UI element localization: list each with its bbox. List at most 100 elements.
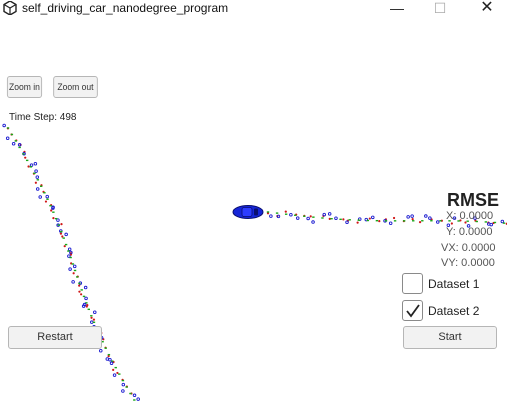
radar-marker: [29, 163, 34, 167]
radar-marker: [93, 310, 97, 315]
radar-marker: [82, 302, 87, 307]
time-step-label: Time Step: 498: [9, 112, 77, 123]
dataset-2-checkbox[interactable]: [402, 300, 423, 321]
radar-marker: [311, 220, 315, 224]
radar-marker: [67, 247, 72, 252]
radar-marker: [424, 214, 428, 218]
radar-marker: [84, 296, 88, 301]
rmse-vy: VY: 0.0000: [441, 257, 495, 269]
radar-marker: [473, 216, 477, 220]
dataset-1-checkbox[interactable]: [402, 273, 423, 294]
trajectory-markers: [2, 123, 507, 401]
window-title: self_driving_car_nanodegree_program: [22, 1, 229, 15]
radar-marker: [99, 349, 103, 353]
lidar-marker: [356, 221, 359, 224]
radar-marker: [83, 285, 88, 290]
rmse-x: X: 0.0000: [446, 210, 494, 222]
radar-marker: [68, 267, 72, 271]
radar-marker: [51, 206, 55, 210]
radar-marker: [446, 223, 451, 228]
lidar-marker: [309, 215, 312, 218]
radar-marker: [35, 187, 40, 191]
lidar-marker: [284, 210, 287, 213]
lidar-marker: [378, 219, 381, 223]
radar-marker: [406, 215, 410, 219]
lidar-marker: [112, 368, 115, 372]
restart-button[interactable]: Restart: [8, 326, 102, 349]
radar-marker: [45, 194, 49, 199]
title-bar: self_driving_car_nanodegree_program — ☐ …: [0, 0, 507, 18]
radar-marker: [466, 224, 471, 228]
lidar-marker: [90, 316, 93, 319]
radar-marker: [34, 169, 38, 173]
lidar-marker: [392, 216, 396, 220]
lidar-marker: [78, 290, 81, 293]
radar-marker: [500, 219, 505, 224]
lidar-marker: [69, 253, 73, 256]
lidar-marker: [59, 232, 63, 235]
radar-marker: [35, 175, 40, 179]
radar-marker: [322, 212, 326, 217]
radar-marker: [295, 216, 300, 220]
radar-marker: [5, 136, 10, 141]
lidar-marker: [50, 209, 53, 212]
lidar-marker: [411, 218, 414, 221]
radar-marker: [371, 215, 375, 220]
lidar-marker: [34, 181, 37, 184]
lidar-marker: [328, 217, 331, 220]
radar-marker: [56, 218, 60, 222]
radar-marker: [67, 254, 71, 258]
radar-marker: [452, 216, 457, 220]
radar-marker: [71, 280, 75, 284]
lidar-marker: [60, 222, 63, 226]
radar-marker: [327, 212, 332, 216]
radar-marker: [90, 320, 94, 324]
checkmark-icon: [406, 304, 420, 318]
radar-marker: [64, 232, 68, 237]
lidar-marker: [92, 318, 96, 321]
lidar-marker: [107, 354, 110, 358]
radar-marker: [269, 214, 273, 218]
zoom-in-button[interactable]: Zoom in: [6, 76, 43, 98]
lidar-marker: [72, 272, 75, 275]
lidar-marker: [61, 235, 64, 238]
radar-marker: [109, 361, 114, 366]
radar-marker: [364, 217, 369, 222]
radar-marker: [345, 220, 349, 224]
lidar-marker: [342, 218, 345, 221]
lidar-marker: [63, 245, 66, 248]
lidar-marker: [44, 200, 48, 203]
minimize-button[interactable]: —: [390, 0, 404, 16]
lidar-marker: [450, 222, 453, 225]
zoom-out-button[interactable]: Zoom out: [53, 76, 98, 98]
radar-marker: [108, 357, 112, 362]
start-button[interactable]: Start: [403, 326, 497, 349]
radar-marker: [121, 389, 125, 393]
radar-marker: [289, 213, 293, 217]
radar-marker: [2, 123, 6, 128]
radar-marker: [136, 397, 140, 401]
close-button[interactable]: ✕: [480, 0, 494, 16]
dataset-2-label: Dataset 2: [428, 304, 480, 318]
radar-marker: [388, 221, 393, 226]
radar-marker: [17, 143, 22, 147]
radar-marker: [410, 214, 414, 218]
lidar-marker: [464, 221, 467, 224]
radar-marker: [334, 216, 338, 220]
lidar-marker: [52, 217, 55, 220]
radar-marker: [33, 161, 38, 166]
radar-marker: [306, 216, 310, 221]
radar-marker: [276, 214, 281, 219]
radar-marker: [11, 142, 16, 146]
lidar-marker: [80, 293, 83, 296]
lidar-marker: [418, 221, 422, 224]
radar-marker: [132, 393, 137, 398]
radar-marker: [436, 220, 440, 224]
radar-marker: [38, 195, 42, 199]
rmse-vx: VX: 0.0000: [441, 242, 496, 254]
lidar-marker: [24, 156, 27, 159]
radar-marker: [489, 222, 493, 227]
radar-marker: [112, 373, 117, 377]
rmse-title: RMSE: [447, 190, 500, 210]
maximize-button[interactable]: ☐: [433, 0, 447, 16]
